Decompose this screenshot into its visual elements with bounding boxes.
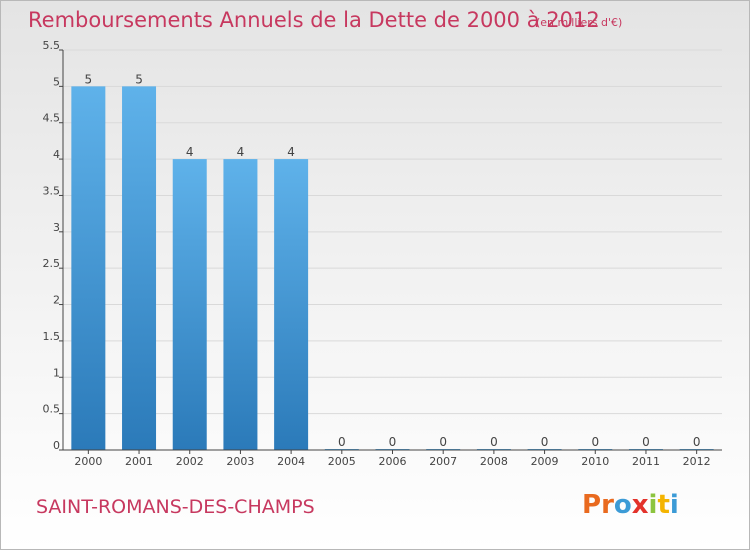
y-tick-label: 3 bbox=[53, 221, 60, 234]
logo-letter: o bbox=[613, 490, 632, 520]
x-tick-label: 2000 bbox=[74, 455, 102, 468]
logo-letter: P bbox=[582, 490, 602, 520]
y-tick-label: 0.5 bbox=[43, 403, 61, 416]
x-tick-label: 2009 bbox=[531, 455, 559, 468]
chart-title: Remboursements Annuels de la Dette de 20… bbox=[28, 8, 600, 32]
logo-letter: i bbox=[648, 490, 658, 520]
y-tick-label: 4.5 bbox=[43, 112, 61, 125]
x-tick-label: 2002 bbox=[176, 455, 204, 468]
bar-data-label: 0 bbox=[693, 435, 701, 449]
y-tick-label: 1.5 bbox=[43, 330, 61, 343]
logo-letter: r bbox=[601, 490, 614, 520]
bar-data-label: 0 bbox=[591, 435, 599, 449]
bar-data-label: 0 bbox=[490, 435, 498, 449]
bar-data-label: 0 bbox=[338, 435, 346, 449]
x-tick-label: 2001 bbox=[125, 455, 153, 468]
x-axis: 2000 2001 2002 2003 2004 2005 2006 2007 2008 2009… bbox=[63, 449, 722, 468]
chart-unit: (en milliers d'€) bbox=[536, 16, 623, 29]
y-tick-label: 3.5 bbox=[43, 184, 61, 197]
x-tick-label: 2005 bbox=[328, 455, 356, 468]
y-tick-label: 1 bbox=[53, 366, 60, 379]
commune-name: SAINT-ROMANS-DES-CHAMPS bbox=[36, 496, 315, 518]
bar bbox=[223, 159, 258, 450]
bar-data-label: 0 bbox=[389, 435, 397, 449]
logo-letter: x bbox=[631, 490, 649, 520]
y-tick-label: 0 bbox=[53, 439, 60, 452]
bar bbox=[274, 159, 309, 450]
y-tick-label: 4 bbox=[53, 148, 60, 161]
logo-letter: i bbox=[669, 490, 679, 520]
bar-data-label: 0 bbox=[642, 435, 650, 449]
x-tick-label: 2012 bbox=[683, 455, 711, 468]
y-axis: 0 0.5 1 1.5 2 2.5 3 3.5 4 4.5 5 5.5 bbox=[43, 39, 64, 452]
bar-data-label: 0 bbox=[439, 435, 447, 449]
x-tick-label: 2003 bbox=[226, 455, 254, 468]
x-tick-label: 2010 bbox=[581, 455, 609, 468]
y-tick-label: 5.5 bbox=[43, 39, 61, 52]
bar-data-label: 4 bbox=[287, 145, 295, 159]
y-tick-label: 2 bbox=[53, 294, 60, 307]
bars: 5 5 4 4 4 0 0 0 0 0 0 0 0 bbox=[71, 72, 714, 450]
gridlines bbox=[63, 49, 722, 415]
x-tick-label: 2008 bbox=[480, 455, 508, 468]
bar bbox=[71, 86, 106, 450]
x-tick-label: 2004 bbox=[277, 455, 305, 468]
x-tick-label: 2011 bbox=[632, 455, 660, 468]
bar-data-label: 0 bbox=[541, 435, 549, 449]
x-tick-label: 2007 bbox=[429, 455, 457, 468]
bar-data-label: 5 bbox=[85, 72, 93, 86]
bar-data-label: 4 bbox=[237, 145, 245, 159]
x-tick-label: 2006 bbox=[379, 455, 407, 468]
bar-data-label: 4 bbox=[186, 145, 194, 159]
bar bbox=[172, 159, 207, 450]
bar-data-label: 5 bbox=[135, 72, 143, 86]
logo-letter: t bbox=[657, 490, 670, 520]
y-tick-label: 2.5 bbox=[43, 257, 61, 270]
proxiti-logo: Proxiti bbox=[582, 490, 679, 520]
y-tick-label: 5 bbox=[53, 75, 60, 88]
bar bbox=[122, 86, 157, 450]
